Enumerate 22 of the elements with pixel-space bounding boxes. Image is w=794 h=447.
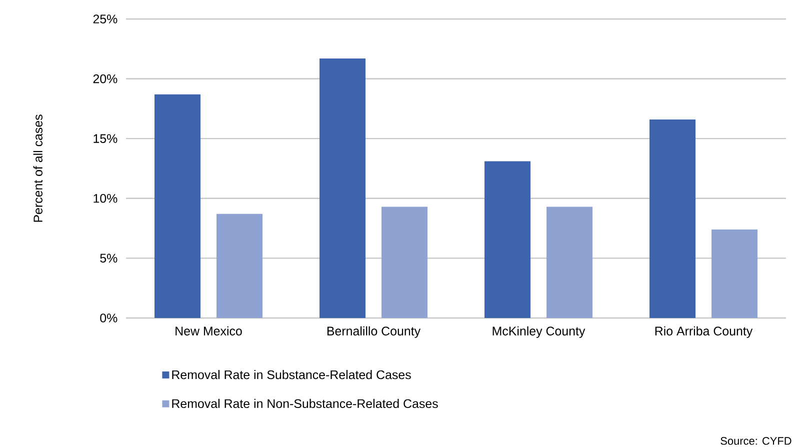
y-tick-label: 10% xyxy=(94,194,118,203)
y-tick-label: 15% xyxy=(94,134,118,143)
x-tick-label: McKinley County xyxy=(492,326,586,338)
bar xyxy=(712,229,758,318)
legend-label: Removal Rate in Non-Substance-Related Cases xyxy=(172,398,438,408)
bar xyxy=(484,161,531,318)
y-tick-label: 20% xyxy=(93,74,118,84)
bar xyxy=(216,214,263,318)
source-note: Source: CYFD xyxy=(720,437,792,445)
x-tick-label: New Mexico xyxy=(176,326,242,336)
bar xyxy=(650,119,696,318)
bar xyxy=(154,94,201,318)
y-tick-label: 0% xyxy=(100,314,118,322)
y-tick-label: 25% xyxy=(93,14,118,24)
y-tick-label: 5% xyxy=(100,254,118,263)
legend-label: Removal Rate in Substance-Related Cases xyxy=(172,370,411,380)
x-tick-label: Bernalillo County xyxy=(327,326,421,338)
bar xyxy=(546,206,593,318)
x-tick-label: Rio Arriba County xyxy=(655,326,753,338)
bar xyxy=(382,206,428,318)
y-axis-title: Percent of all cases xyxy=(33,114,42,222)
bar xyxy=(320,58,366,318)
